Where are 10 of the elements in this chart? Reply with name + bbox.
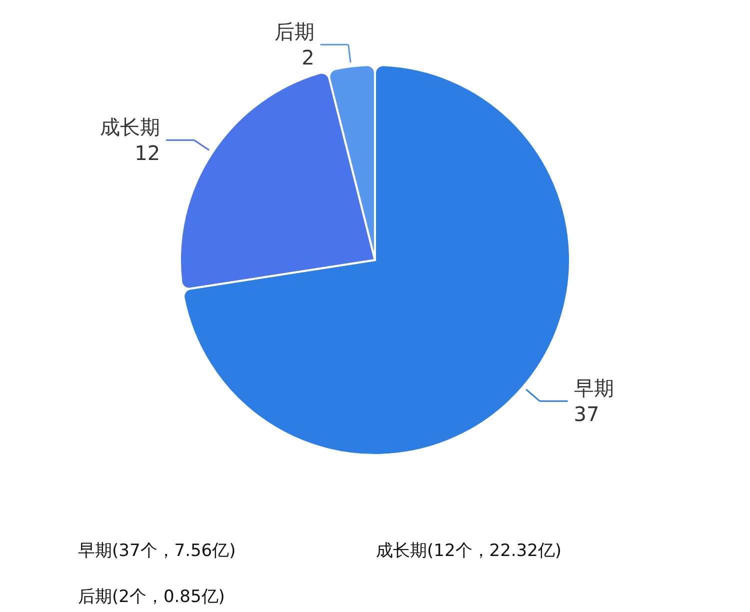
text: 早期(37个，7.56亿) [78,541,236,561]
data-label: 12 [134,141,160,166]
data-label: 37 [574,402,600,426]
slice-label: 后期 [274,20,314,44]
legend-label: 早期 [574,376,614,400]
data-label: 2 [302,46,314,70]
slice-label: 成长期 [100,115,160,140]
text: 后期(2个，0.85亿) [78,587,225,607]
pie-slice [182,64,571,456]
text: 成长期(12个，22.32亿) [376,541,562,561]
